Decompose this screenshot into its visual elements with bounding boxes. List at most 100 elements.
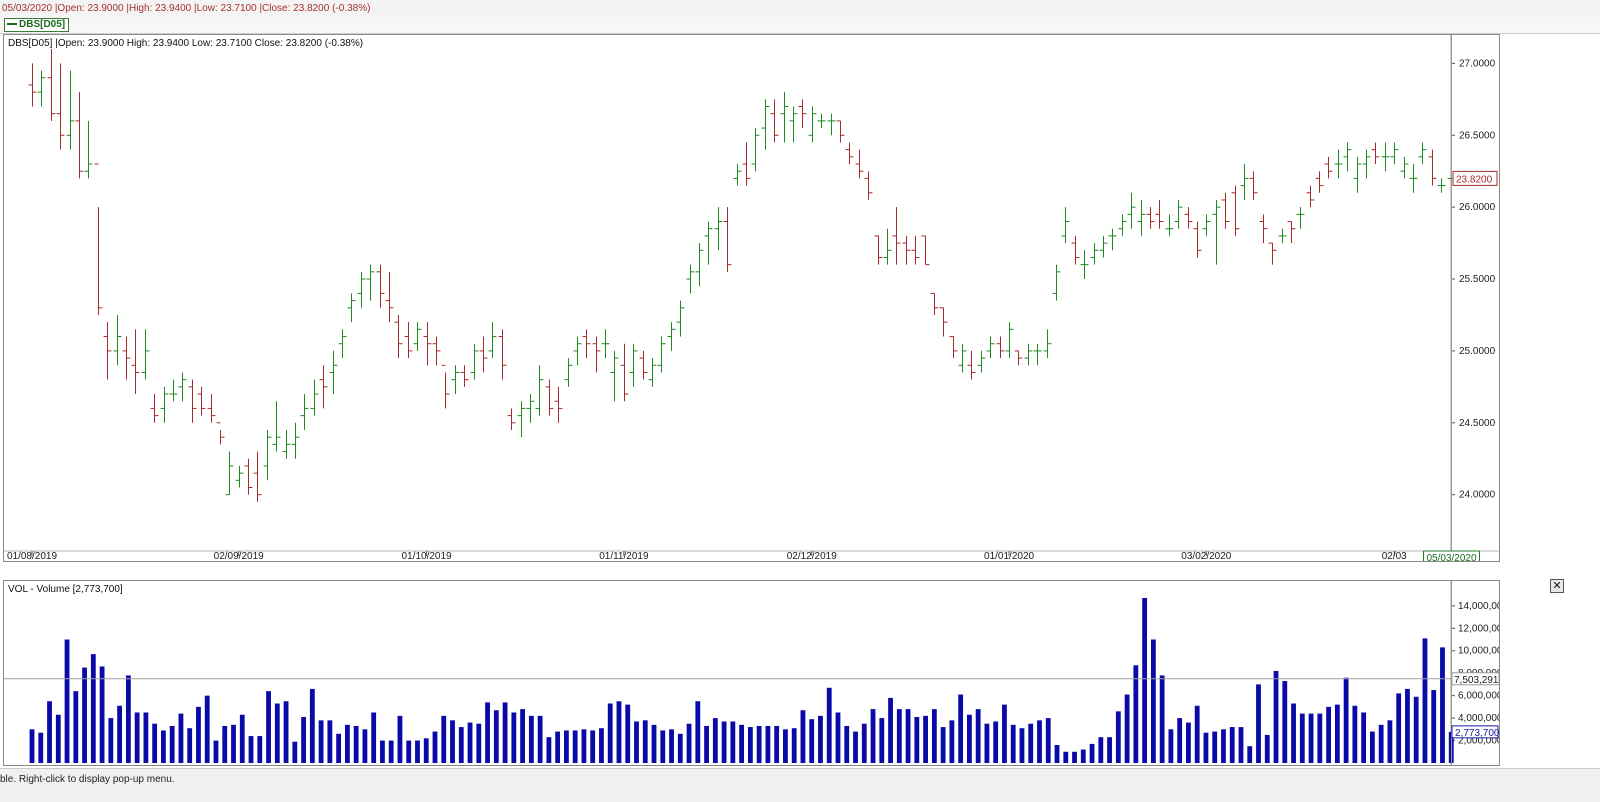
- volume-bar[interactable]: [1361, 712, 1367, 763]
- ohlc-bar[interactable]: [1428, 149, 1437, 186]
- volume-bar[interactable]: [38, 732, 44, 763]
- volume-bar[interactable]: [90, 654, 96, 763]
- volume-bar[interactable]: [914, 716, 920, 763]
- volume-bar[interactable]: [257, 736, 263, 763]
- ohlc-bar[interactable]: [883, 228, 892, 265]
- ohlc-bar[interactable]: [1259, 214, 1268, 244]
- ohlc-bar[interactable]: [488, 322, 497, 359]
- volume-bar[interactable]: [1405, 688, 1410, 763]
- ohlc-bar[interactable]: [1353, 156, 1362, 193]
- ohlc-bar[interactable]: [451, 365, 460, 395]
- volume-bar[interactable]: [187, 728, 193, 763]
- ohlc-bar[interactable]: [1099, 235, 1108, 258]
- volume-bar[interactable]: [1264, 734, 1270, 763]
- ohlc-bar[interactable]: [479, 336, 488, 373]
- ohlc-bar[interactable]: [216, 422, 225, 445]
- ohlc-bar[interactable]: [864, 171, 873, 200]
- ohlc-bar[interactable]: [404, 322, 413, 359]
- volume-bar[interactable]: [730, 721, 736, 763]
- ohlc-bar[interactable]: [329, 350, 338, 395]
- volume-bar[interactable]: [765, 725, 771, 763]
- volume-bar[interactable]: [651, 724, 657, 763]
- volume-bar[interactable]: [581, 729, 587, 763]
- volume-bar[interactable]: [73, 691, 79, 763]
- ohlc-bar[interactable]: [798, 99, 807, 129]
- volume-bar[interactable]: [1212, 731, 1218, 763]
- ohlc-bar[interactable]: [855, 149, 864, 179]
- volume-bar[interactable]: [695, 701, 701, 763]
- ohlc-bar[interactable]: [1127, 192, 1136, 229]
- ohlc-bar[interactable]: [986, 336, 995, 359]
- ohlc-bar[interactable]: [131, 329, 140, 395]
- volume-bar[interactable]: [721, 721, 727, 763]
- price-chart-svg[interactable]: 27.0000 26.5000 26.0000 25.5000 25.0000 24.50…: [4, 35, 1499, 561]
- volume-bar[interactable]: [1238, 727, 1244, 763]
- ohlc-bar[interactable]: [1052, 264, 1061, 301]
- ohlc-bar[interactable]: [1381, 142, 1390, 172]
- volume-bar[interactable]: [1194, 705, 1200, 763]
- volume-bar[interactable]: [327, 720, 333, 763]
- volume-bar[interactable]: [712, 718, 718, 763]
- ohlc-bar[interactable]: [47, 49, 56, 121]
- volume-bar[interactable]: [940, 727, 946, 763]
- ohlc-bar[interactable]: [742, 142, 751, 186]
- ohlc-bar[interactable]: [751, 128, 760, 172]
- volume-bar[interactable]: [1221, 729, 1226, 763]
- ohlc-bar[interactable]: [892, 207, 901, 265]
- ohlc-bar[interactable]: [564, 358, 573, 387]
- volume-bar[interactable]: [248, 736, 254, 763]
- ohlc-bar[interactable]: [178, 372, 187, 402]
- ohlc-bar[interactable]: [1014, 350, 1023, 366]
- volume-bar[interactable]: [537, 715, 543, 763]
- volume-bar[interactable]: [283, 701, 289, 763]
- ohlc-bar[interactable]: [253, 451, 262, 502]
- ohlc-bar[interactable]: [610, 350, 619, 402]
- ohlc-bar[interactable]: [714, 207, 723, 251]
- ohlc-bar[interactable]: [911, 235, 920, 265]
- ohlc-bar[interactable]: [84, 120, 93, 179]
- volume-bar[interactable]: [82, 667, 87, 763]
- ohlc-bar[interactable]: [1090, 243, 1099, 265]
- volume-bar[interactable]: [1229, 727, 1235, 763]
- ohlc-bar[interactable]: [1202, 214, 1211, 236]
- volume-bar[interactable]: [984, 723, 990, 763]
- ohlc-bar[interactable]: [874, 235, 883, 265]
- volume-bar[interactable]: [1273, 670, 1279, 763]
- volume-bar[interactable]: [1317, 713, 1323, 763]
- ohlc-bar[interactable]: [347, 293, 356, 323]
- volume-bar[interactable]: [607, 703, 613, 763]
- volume-bar[interactable]: [546, 737, 552, 763]
- ohlc-bar[interactable]: [1315, 171, 1324, 193]
- volume-bar[interactable]: [493, 710, 499, 763]
- ohlc-bar[interactable]: [1400, 156, 1409, 179]
- volume-bar[interactable]: [1124, 694, 1130, 763]
- price-chart-panel[interactable]: 27.0000 26.5000 26.0000 25.5000 25.0000 24.50…: [3, 34, 1500, 562]
- volume-bar[interactable]: [923, 715, 929, 763]
- ohlc-bar[interactable]: [423, 322, 432, 366]
- ohlc-bar[interactable]: [827, 113, 836, 136]
- volume-bar[interactable]: [870, 709, 876, 763]
- ohlc-bar[interactable]: [780, 92, 789, 143]
- ohlc-bar[interactable]: [1306, 185, 1315, 208]
- volume-bar[interactable]: [467, 722, 473, 763]
- volume-bar[interactable]: [362, 729, 368, 763]
- volume-bar[interactable]: [1299, 713, 1305, 763]
- ohlc-bar[interactable]: [535, 365, 544, 416]
- ohlc-bar[interactable]: [967, 350, 976, 380]
- volume-bar[interactable]: [528, 715, 534, 763]
- volume-bar[interactable]: [441, 715, 447, 763]
- ohlc-bar[interactable]: [949, 336, 958, 359]
- volume-bar[interactable]: [143, 712, 149, 763]
- volume-bar[interactable]: [879, 718, 885, 763]
- ohlc-bar[interactable]: [338, 329, 347, 359]
- ohlc-bar[interactable]: [1231, 185, 1240, 236]
- volume-chart-panel[interactable]: 14,000,00012,000,00010,000,0008,000,0006…: [3, 580, 1500, 766]
- volume-bar[interactable]: [958, 694, 964, 763]
- volume-bar[interactable]: [1413, 696, 1419, 763]
- volume-bar[interactable]: [415, 740, 420, 763]
- volume-bar[interactable]: [747, 727, 753, 763]
- ohlc-bar[interactable]: [1174, 199, 1183, 229]
- ohlc-bar[interactable]: [1278, 228, 1287, 244]
- volume-bar[interactable]: [274, 703, 280, 763]
- volume-bar[interactable]: [669, 729, 674, 763]
